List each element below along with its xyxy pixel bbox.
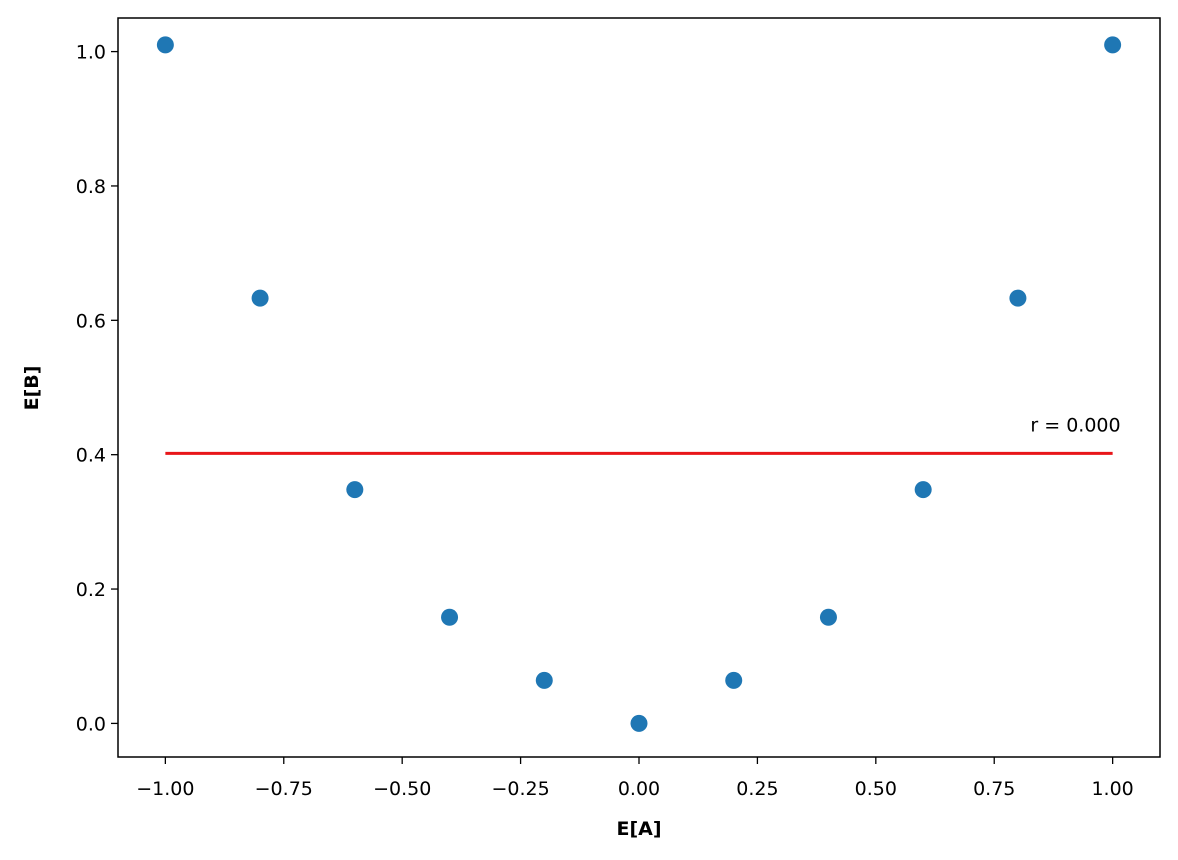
y-tick-label: 0.4 [76,445,106,467]
scatter-point [630,714,648,732]
scatter-point [914,481,932,499]
scatter-point [441,608,459,626]
x-tick-label: −1.00 [136,778,194,800]
scatter-point [535,671,553,689]
scatter-point [1009,289,1027,307]
scatter-point [725,671,743,689]
y-tick-label: 0.8 [76,176,106,198]
x-tick-label: 1.00 [1091,778,1133,800]
y-tick-label: 0.6 [76,310,106,332]
scatter-point [346,481,364,499]
x-tick-label: 0.75 [973,778,1015,800]
x-tick-label: 0.00 [618,778,660,800]
scatter-point [156,36,174,54]
x-tick-label: 0.50 [855,778,897,800]
x-axis-label: E[A] [616,818,661,840]
y-tick-label: 0.2 [76,579,106,601]
scatter-point [1104,36,1122,54]
annotation: r = 0.000 [1030,414,1120,436]
x-tick-label: −0.25 [491,778,549,800]
scatter-point [251,289,269,307]
x-tick-label: −0.75 [255,778,313,800]
x-tick-label: −0.50 [373,778,431,800]
scatter-point [819,608,837,626]
x-tick-label: 0.25 [736,778,778,800]
y-tick-label: 0.0 [76,713,106,735]
axes-frame [117,17,1161,758]
y-axis-label: E[B] [21,366,43,411]
y-tick-label: 1.0 [76,42,106,64]
